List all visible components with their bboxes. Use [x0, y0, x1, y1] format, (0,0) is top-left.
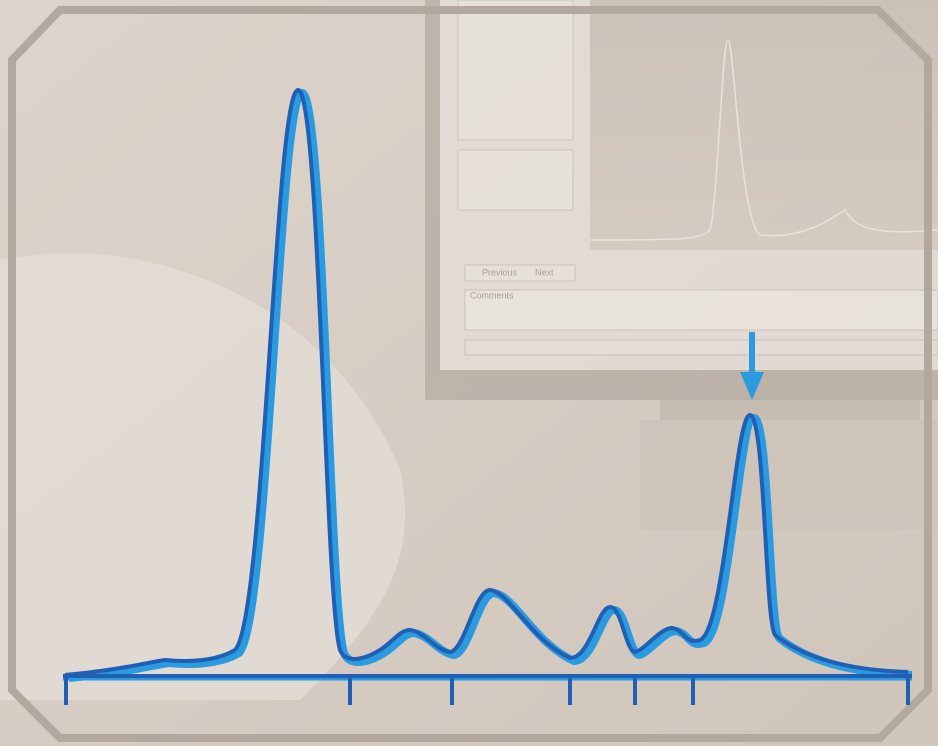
monitor: Previous Next Comments: [425, 0, 938, 530]
button-label: Previous: [482, 267, 518, 277]
baseline: [63, 674, 912, 705]
frame: [8, 6, 932, 742]
button-label: Next: [535, 267, 554, 277]
panel-title: Comments: [470, 290, 514, 300]
background-shape: [0, 253, 406, 700]
electrophoresis-curve: [64, 88, 913, 682]
peak-arrow: [740, 332, 764, 400]
